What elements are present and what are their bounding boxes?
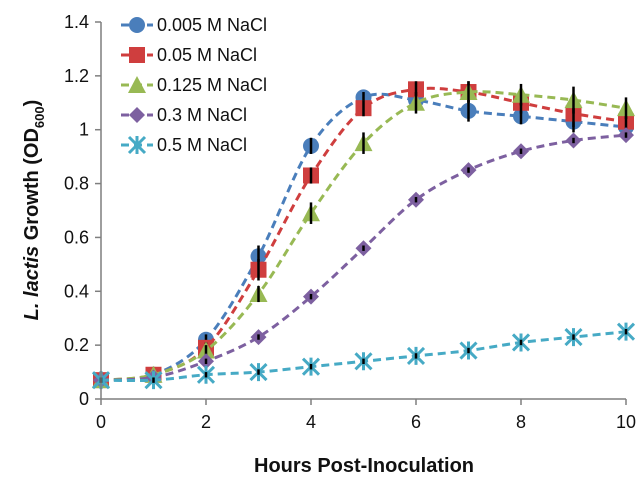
series-line: [100, 133, 627, 382]
series-line: [100, 86, 627, 382]
legend-marker: [128, 76, 146, 93]
y-tick-label: 0.6: [64, 227, 89, 247]
y-tick-label: 0.4: [64, 281, 89, 301]
legend-item: 0.125 M NaCl: [121, 75, 267, 95]
y-tick-label: 1.2: [64, 66, 89, 86]
legend-label: 0.125 M NaCl: [157, 75, 267, 95]
legend: 0.005 M NaCl 0.05 M NaCl 0.125 M NaCl 0.3 M…: [121, 15, 267, 155]
x-tick-label: 0: [96, 412, 106, 432]
y-axis-title-italic: L. lactis: [21, 246, 43, 320]
x-tick-label: 4: [306, 412, 316, 432]
y-tick-label: 0: [79, 389, 89, 409]
y-axis-title-main: Growth (OD: [21, 128, 43, 246]
legend-label: 0.005 M NaCl: [157, 15, 267, 35]
x-axis-title: Hours Post-Inoculation: [254, 455, 474, 477]
legend-label: 0.05 M NaCl: [157, 45, 257, 65]
legend-item: 0.05 M NaCl: [121, 45, 257, 65]
legend-marker: [127, 135, 147, 155]
y-axis-title: L. lactis Growth (OD600): [21, 100, 47, 321]
legend-marker: [129, 17, 145, 33]
legend-item: 0.005 M NaCl: [121, 15, 267, 35]
series-4: [93, 127, 634, 389]
y-axis-title-subscript: 600: [32, 106, 47, 128]
legend-marker: [129, 47, 145, 63]
axes: [95, 21, 627, 405]
y-tick-label: 1.4: [64, 12, 89, 32]
series-2: [93, 81, 634, 389]
legend-item: 0.3 M NaCl: [121, 105, 247, 125]
legend-label: 0.5 M NaCl: [157, 135, 247, 155]
legend-label: 0.3 M NaCl: [157, 105, 247, 125]
y-axis-title-close: ): [21, 100, 43, 107]
y-tick-label: 1: [79, 120, 89, 140]
y-tick-label: 0.8: [64, 174, 89, 194]
tick-labels: 0 0.2 0.4 0.6 0.8 1 1.2 1.4 0 2 4 6 8 10: [64, 12, 636, 432]
x-tick-label: 10: [616, 412, 636, 432]
series-3: [92, 81, 635, 389]
x-tick-label: 2: [201, 412, 211, 432]
x-tick-label: 8: [516, 412, 526, 432]
legend-marker: [129, 107, 145, 123]
plot-series-layer: [91, 81, 636, 390]
x-tick-label: 6: [411, 412, 421, 432]
legend-item: 0.5 M NaCl: [121, 135, 247, 155]
y-tick-label: 0.2: [64, 335, 89, 355]
series-5: [91, 322, 636, 390]
